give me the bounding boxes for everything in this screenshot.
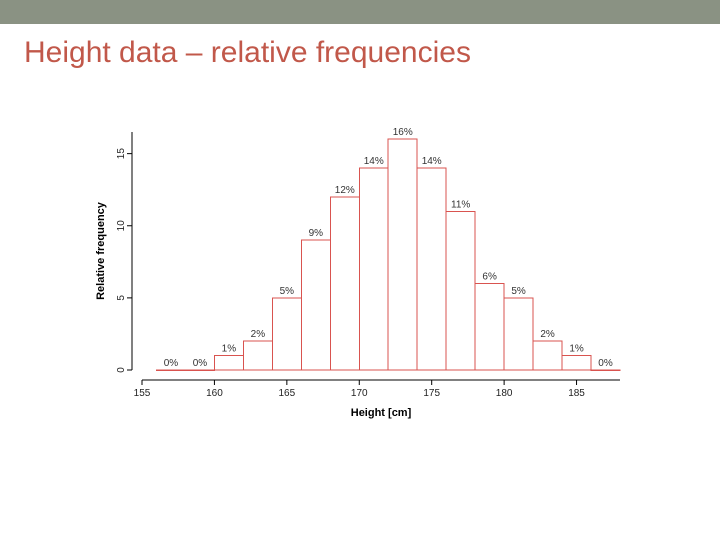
bar (475, 283, 504, 370)
x-tick-label: 160 (206, 388, 223, 399)
bar-label: 5% (280, 286, 295, 297)
y-tick-label: 10 (116, 220, 127, 232)
bar (272, 298, 301, 370)
bar (388, 139, 417, 370)
x-tick-label: 170 (351, 388, 368, 399)
bar-label: 1% (569, 344, 584, 355)
y-tick-label: 0 (116, 367, 127, 373)
x-tick-label: 175 (423, 388, 440, 399)
x-tick-label: 165 (279, 388, 296, 399)
bar-label: 14% (422, 156, 442, 167)
x-tick-label: 155 (134, 388, 151, 399)
bar-label: 16% (393, 127, 413, 138)
bar-label: 0% (164, 358, 179, 369)
bar (214, 356, 243, 370)
bar (591, 370, 620, 371)
bar-label: 5% (511, 286, 526, 297)
y-axis-title: Relative frequency (95, 201, 107, 300)
histogram-chart: 0%0%1%2%5%9%12%14%16%14%11%6%5%2%1%0%155… (80, 124, 640, 444)
bar (156, 370, 185, 371)
title-area: Height data – relative frequencies (0, 24, 720, 74)
top-band (0, 0, 720, 24)
bar (446, 211, 475, 370)
bar-label: 6% (482, 271, 497, 282)
x-tick-label: 185 (568, 388, 585, 399)
bar-label: 12% (335, 185, 355, 196)
bar-label: 0% (193, 358, 208, 369)
bar (359, 168, 388, 370)
bar (504, 298, 533, 370)
bar-label: 1% (222, 344, 237, 355)
bar (330, 197, 359, 370)
y-tick-label: 15 (116, 148, 127, 160)
bar-label: 11% (451, 199, 470, 210)
bar (562, 356, 591, 370)
page-title: Height data – relative frequencies (24, 36, 696, 70)
bar (533, 341, 562, 370)
bar-label: 2% (540, 329, 555, 340)
bar-label: 2% (251, 329, 266, 340)
x-axis-title: Height [cm] (351, 407, 412, 419)
bar (243, 341, 272, 370)
bar-label: 9% (309, 228, 324, 239)
bar-label: 0% (598, 358, 613, 369)
bar (301, 240, 330, 370)
chart-svg: 0%0%1%2%5%9%12%14%16%14%11%6%5%2%1%0%155… (80, 124, 640, 444)
bar-label: 14% (364, 156, 384, 167)
x-tick-label: 180 (496, 388, 513, 399)
y-tick-label: 5 (116, 295, 127, 301)
bar (185, 370, 214, 371)
bar (417, 168, 446, 370)
